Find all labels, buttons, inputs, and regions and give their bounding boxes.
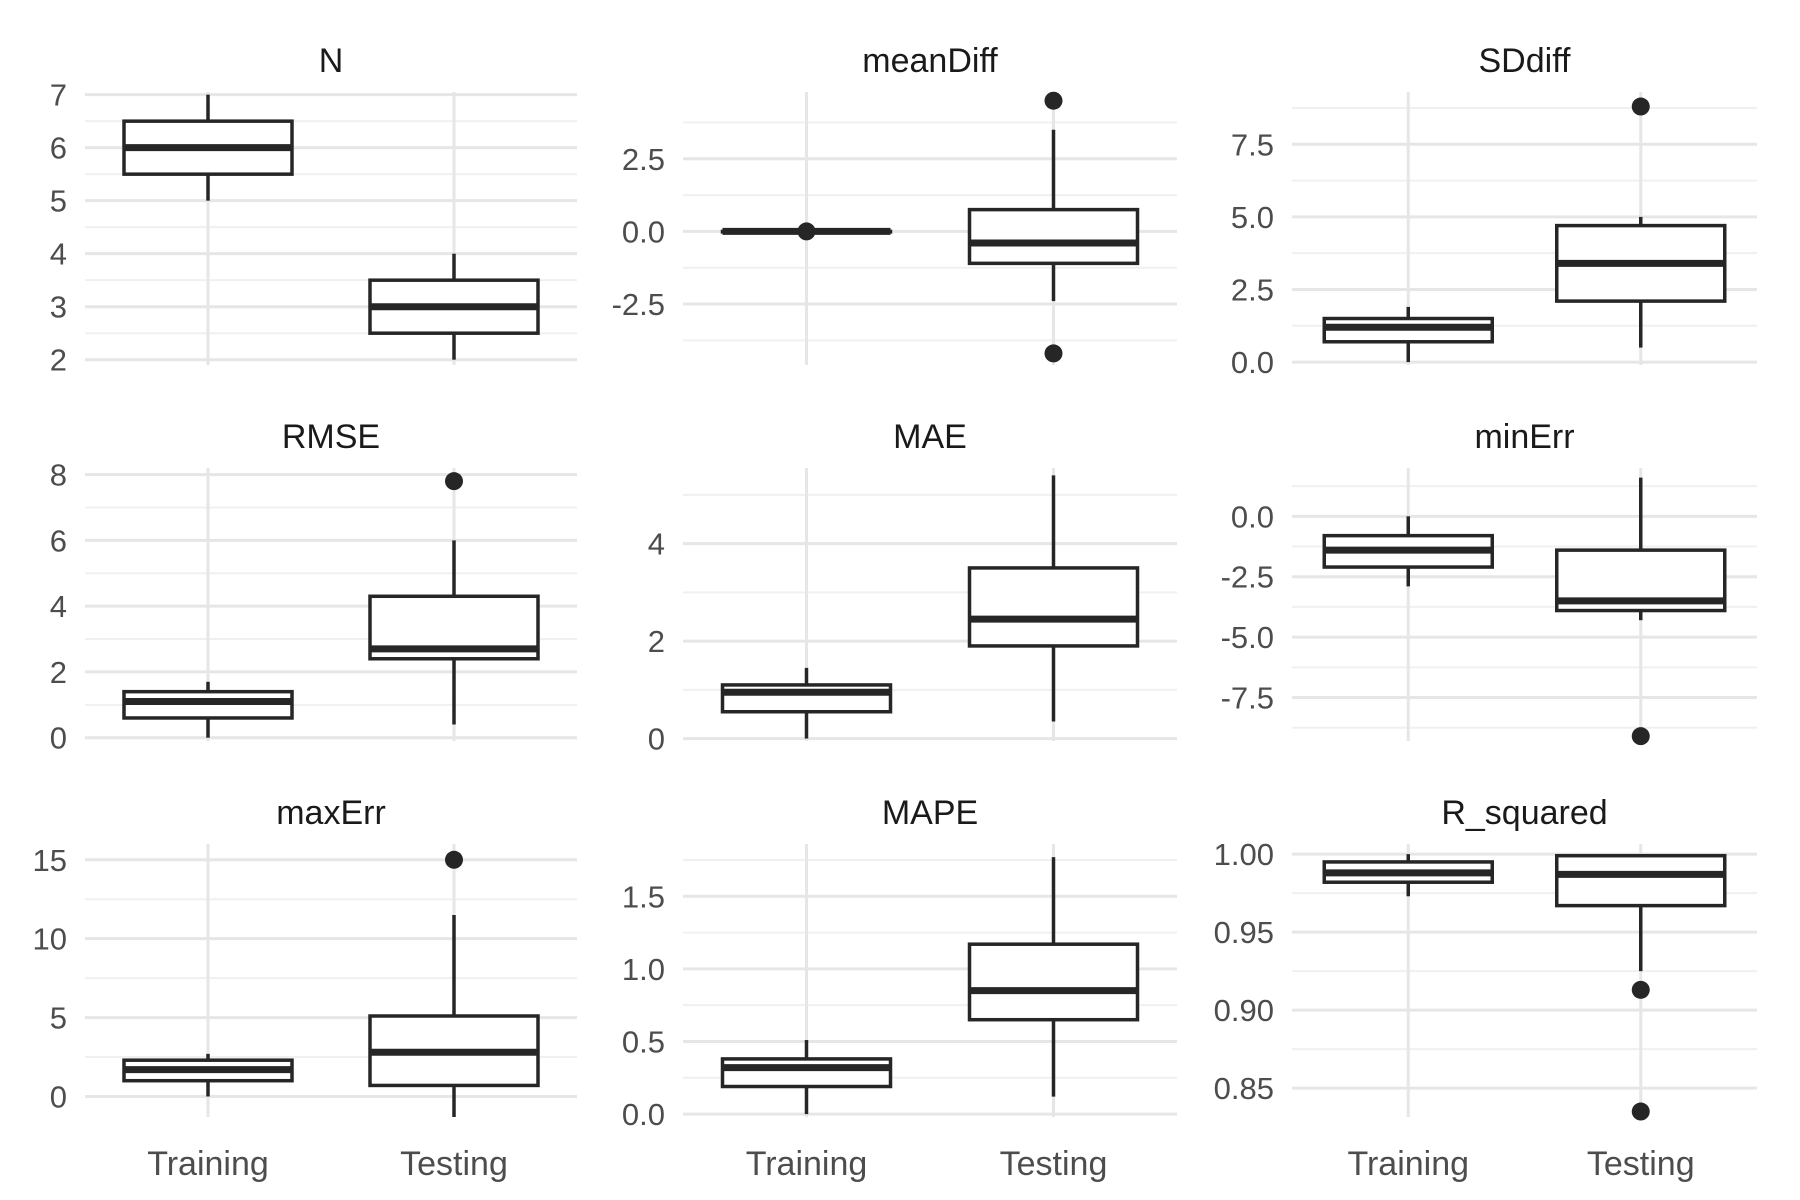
y-tick-label: 0.0 (1231, 345, 1274, 380)
box-testing (368, 850, 540, 1117)
box-training (1322, 854, 1494, 897)
box-training (720, 222, 893, 241)
iqr-box (1555, 853, 1727, 908)
x-category-label: Training (1347, 1145, 1469, 1183)
y-tick-label: 1.0 (622, 952, 665, 987)
outlier-point (1631, 727, 1650, 746)
panel-title: R_squared (1441, 794, 1607, 832)
y-tick-label: 2.5 (622, 142, 665, 177)
y-tick-label: 5.0 (1231, 200, 1274, 235)
panel-title: RMSE (282, 418, 380, 456)
y-tick-label: 2 (648, 624, 665, 659)
panel-title: minErr (1474, 418, 1574, 456)
iqr-box (967, 566, 1140, 648)
box-training (720, 667, 893, 739)
panel-meandiff: -2.5 0.0 2.5 meanDiff (612, 42, 1177, 365)
y-tick-label: 7 (50, 78, 67, 113)
y-tick-label: 3 (50, 290, 67, 325)
outlier-point (1631, 980, 1650, 999)
box-training (720, 1040, 893, 1115)
y-tick-label: 0.85 (1214, 1071, 1274, 1106)
box-training (1322, 306, 1494, 363)
panel-sddiff: 0.0 2.5 5.0 7.5 SDdiff (1231, 42, 1757, 380)
box-testing (1555, 477, 1727, 746)
outlier-point (1631, 1102, 1650, 1121)
box-testing (967, 857, 1140, 1097)
y-tick-label: 0.0 (622, 214, 665, 249)
box-testing (368, 253, 540, 360)
panel-title: N (319, 42, 344, 80)
outlier-point (1044, 91, 1063, 110)
panel-r-squared: 0.85 0.90 0.95 1.00 R_squared Training Testing (1214, 794, 1757, 1183)
y-tick-label: 8 (50, 458, 67, 493)
y-tick-label: -7.5 (1221, 681, 1274, 716)
y-tick-label: 0.90 (1214, 993, 1274, 1028)
panel-title: meanDiff (862, 42, 998, 80)
x-category-label: Training (147, 1145, 269, 1183)
y-tick-label: 0 (648, 722, 665, 757)
box-testing (967, 475, 1140, 722)
outlier-point (1044, 344, 1063, 363)
y-tick-label: 2 (50, 655, 67, 690)
box-testing (967, 91, 1140, 363)
panel-title: MAE (893, 418, 967, 456)
y-tick-label: 0.95 (1214, 915, 1274, 950)
y-tick-label: 2 (50, 343, 67, 378)
box-training (122, 94, 294, 201)
box-testing (1555, 853, 1727, 1121)
panel-minerr: -7.5 -5.0 -2.5 0.0 minErr (1221, 418, 1757, 746)
panel-maxerr: 0 5 10 15 maxErr Training Testing (33, 794, 577, 1183)
x-category-label: Testing (1587, 1145, 1695, 1183)
box-training (1322, 516, 1494, 587)
y-tick-label: 6 (50, 131, 67, 166)
outlier-point (445, 850, 463, 869)
y-tick-label: 15 (33, 843, 67, 878)
x-category-label: Training (746, 1145, 868, 1183)
panel-title: maxErr (276, 794, 386, 832)
y-tick-label: 1.5 (622, 879, 665, 914)
y-tick-label: 0 (50, 1079, 67, 1114)
panel-mape: 0.0 0.5 1.0 1.5 MAPE Training Testing (622, 794, 1177, 1183)
y-tick-label: 2.5 (1231, 272, 1274, 307)
box-training (122, 681, 294, 738)
y-tick-label: 4 (50, 589, 67, 624)
y-tick-label: 5 (50, 1001, 67, 1036)
outlier-point (1631, 97, 1650, 116)
box-testing (368, 472, 540, 725)
panel-title: SDdiff (1479, 42, 1572, 80)
y-tick-label: 0.0 (622, 1097, 665, 1132)
iqr-box (967, 942, 1140, 1022)
y-tick-label: -2.5 (1221, 560, 1274, 595)
y-tick-label: 1.00 (1214, 837, 1274, 872)
y-tick-label: 6 (50, 523, 67, 558)
outlier-point (797, 222, 816, 241)
outlier-point (445, 472, 463, 491)
y-tick-label: -2.5 (612, 287, 665, 322)
iqr-box (720, 1057, 893, 1089)
panel-n: 2 3 4 5 6 7 N (50, 42, 577, 378)
panel-rmse: 0 2 4 6 8 RMSE (50, 418, 577, 756)
box-testing (1555, 97, 1727, 348)
x-category-label: Testing (1000, 1145, 1108, 1183)
x-category-label: Testing (400, 1145, 508, 1183)
panel-mae: 0 2 4 MAE (648, 418, 1177, 757)
panel-title: MAPE (882, 794, 978, 832)
y-tick-label: 4 (648, 527, 665, 562)
y-tick-label: 0.0 (1231, 499, 1274, 534)
box-training (122, 1053, 294, 1097)
iqr-box (967, 207, 1140, 266)
y-tick-label: 0.5 (622, 1024, 665, 1059)
y-tick-label: -5.0 (1221, 620, 1274, 655)
y-tick-label: 10 (33, 922, 67, 957)
y-tick-label: 7.5 (1231, 127, 1274, 162)
y-tick-label: 4 (50, 237, 67, 272)
y-tick-label: 0 (50, 721, 67, 756)
y-tick-label: 5 (50, 184, 67, 219)
